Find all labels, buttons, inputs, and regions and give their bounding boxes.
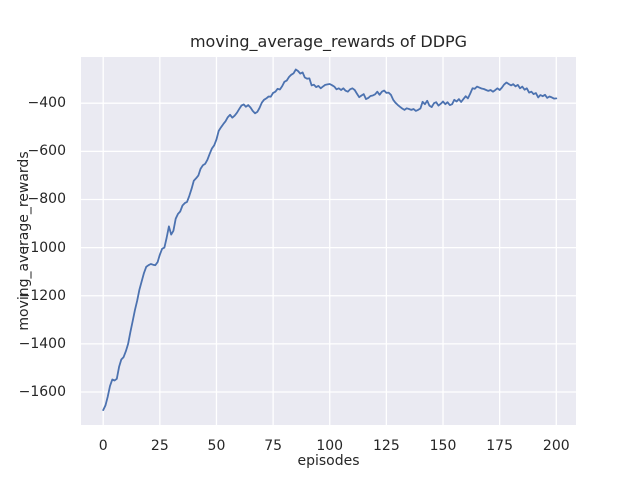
x-tick-label: 25 <box>150 438 169 454</box>
x-tick-label: 125 <box>373 438 400 454</box>
y-tick-label: −600 <box>27 143 66 160</box>
y-tick-label: −1600 <box>18 384 66 401</box>
y-tick-label: −1400 <box>18 335 66 352</box>
x-tick-label: 200 <box>542 438 570 454</box>
data-line-moving_average_rewards <box>102 68 558 412</box>
y-tick-label: −400 <box>27 95 66 112</box>
x-axis-label: episodes <box>297 453 360 469</box>
y-tick-label: −1000 <box>18 239 66 256</box>
y-tick-label: −800 <box>27 191 66 208</box>
x-tick-label: 100 <box>316 438 344 454</box>
x-tick-label: 150 <box>429 438 457 454</box>
plot-area <box>81 57 576 425</box>
y-tick-label: −1200 <box>18 287 66 304</box>
chart-canvas <box>81 57 576 425</box>
chart-title: moving_average_rewards of DDPG <box>189 32 468 51</box>
x-tick-label: 175 <box>486 438 513 454</box>
x-tick-label: 75 <box>264 438 283 454</box>
x-tick-label: 50 <box>207 438 226 454</box>
x-tick-label: 0 <box>98 438 108 454</box>
